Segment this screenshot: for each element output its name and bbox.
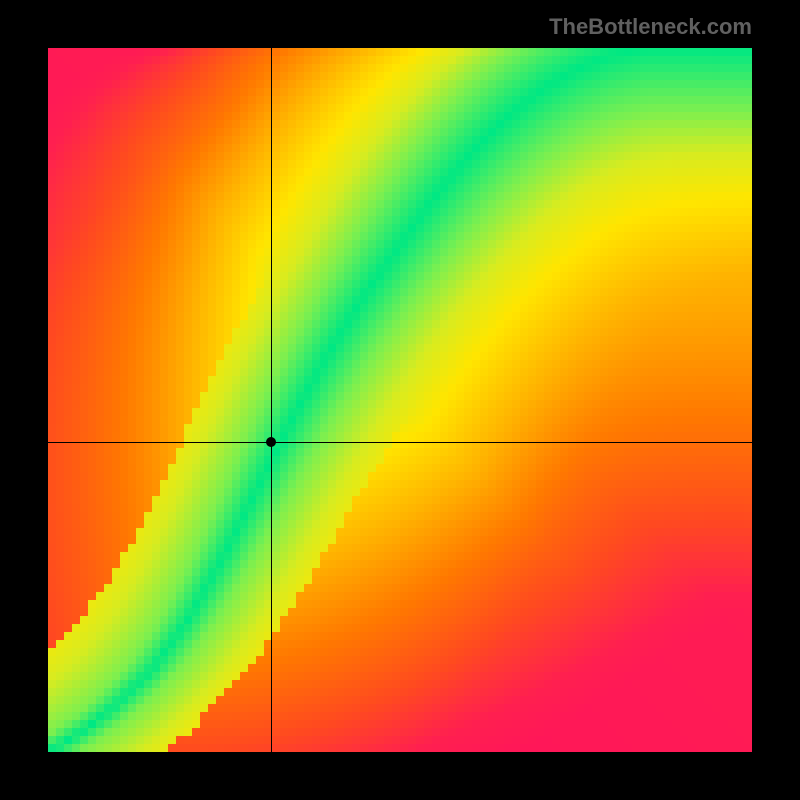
- heatmap-canvas: [48, 48, 752, 752]
- plot-area: [48, 48, 752, 752]
- chart-root: { "canvas": { "width": 800, "height": 80…: [0, 0, 800, 800]
- watermark-text: TheBottleneck.com: [549, 14, 752, 40]
